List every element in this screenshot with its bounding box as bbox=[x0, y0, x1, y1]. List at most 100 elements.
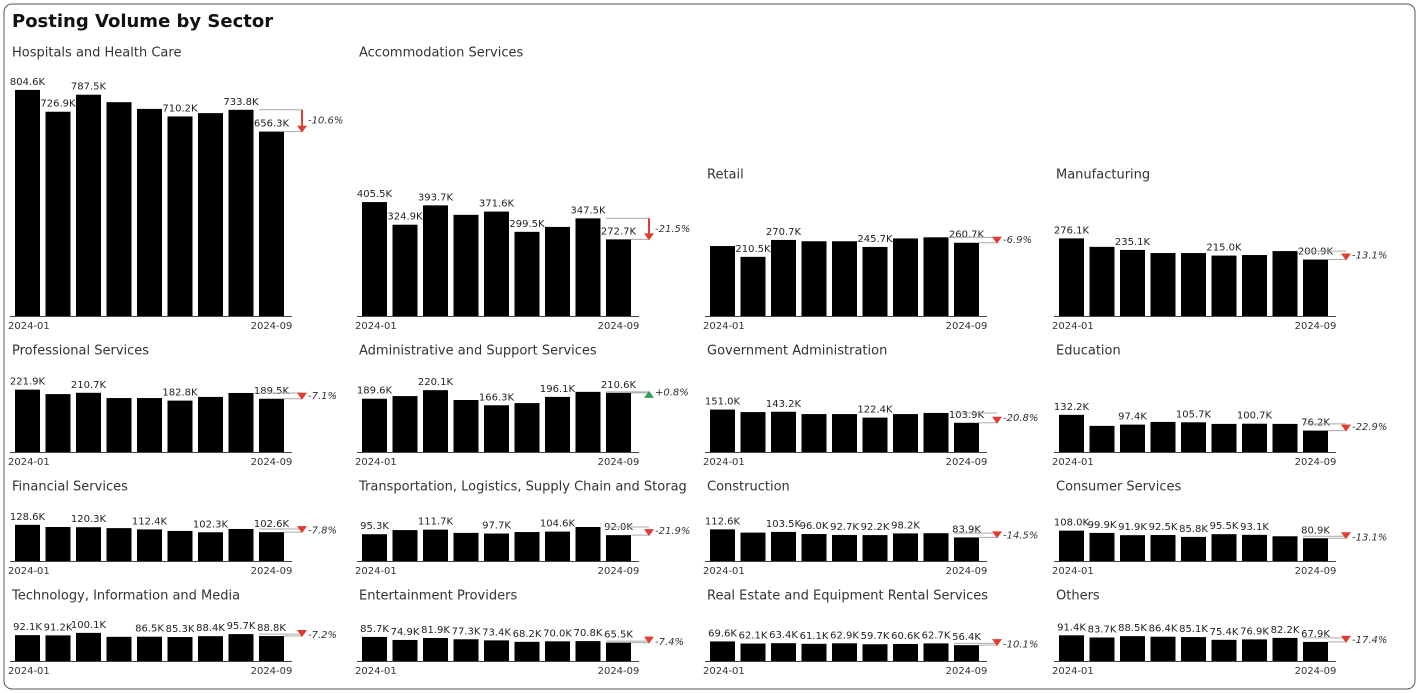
bar bbox=[514, 231, 540, 316]
x-tick-label: 2024-09 bbox=[946, 566, 988, 577]
value-label: 102.6K bbox=[254, 519, 290, 530]
bar bbox=[137, 108, 162, 316]
value-label: 196.1K bbox=[540, 384, 576, 395]
bar bbox=[1150, 636, 1176, 661]
change-arrow-head bbox=[644, 390, 654, 398]
value-label: 200.9K bbox=[1298, 247, 1334, 258]
bar bbox=[575, 526, 601, 561]
bar bbox=[862, 535, 888, 561]
change-arrow-head bbox=[1341, 424, 1351, 432]
bar bbox=[862, 246, 888, 316]
value-label: 83.9K bbox=[952, 524, 981, 535]
value-label: 120.3K bbox=[71, 514, 107, 525]
x-tick-label: 2024-09 bbox=[1295, 566, 1337, 577]
bar bbox=[392, 639, 418, 661]
panel-title: Hospitals and Health Care bbox=[12, 46, 181, 61]
value-label: 82.2K bbox=[1271, 625, 1300, 636]
change-arrow-head bbox=[1341, 635, 1351, 643]
value-label: 88.4K bbox=[196, 623, 225, 634]
bar bbox=[1272, 251, 1298, 316]
value-label: 91.4K bbox=[1057, 622, 1086, 633]
bar bbox=[1303, 641, 1328, 661]
value-label: 272.7K bbox=[601, 226, 637, 237]
bar bbox=[954, 422, 979, 452]
bar bbox=[167, 116, 193, 316]
x-tick-label: 2024-09 bbox=[598, 321, 640, 332]
value-label: 245.7K bbox=[857, 234, 893, 245]
value-label: 166.3K bbox=[479, 392, 515, 403]
value-label: 63.4K bbox=[769, 630, 798, 641]
value-label: 65.5K bbox=[604, 630, 633, 641]
bar bbox=[1150, 421, 1176, 452]
bar bbox=[606, 535, 631, 561]
bar bbox=[545, 226, 570, 316]
bar bbox=[423, 390, 448, 452]
bar bbox=[893, 533, 918, 561]
bar bbox=[1089, 425, 1115, 452]
value-label: 210.6K bbox=[601, 380, 637, 391]
value-label: 210.5K bbox=[735, 244, 771, 255]
bar bbox=[259, 636, 284, 661]
panel-title: Technology, Information and Media bbox=[11, 589, 240, 604]
change-label: -7.1% bbox=[308, 391, 337, 402]
bar bbox=[76, 392, 101, 452]
x-tick-label: 2024-09 bbox=[1295, 321, 1337, 332]
bar bbox=[392, 530, 418, 561]
value-label: 235.1K bbox=[1115, 237, 1151, 248]
bar bbox=[1089, 246, 1115, 316]
value-label: 95.3K bbox=[360, 521, 389, 532]
bar bbox=[106, 636, 132, 661]
value-label: 85.7K bbox=[360, 624, 389, 635]
value-label: 70.0K bbox=[543, 628, 572, 639]
change-arrow-head bbox=[644, 529, 654, 537]
value-label: 102.3K bbox=[193, 519, 229, 530]
bar bbox=[545, 641, 570, 661]
bar bbox=[893, 414, 918, 452]
value-label: 99.9K bbox=[1088, 520, 1117, 531]
bar bbox=[545, 396, 570, 452]
bar bbox=[1272, 423, 1298, 452]
bar bbox=[514, 641, 540, 661]
value-label: 324.9K bbox=[387, 212, 423, 223]
value-label: 95.5K bbox=[1210, 521, 1239, 532]
bar bbox=[771, 643, 796, 661]
x-tick-label: 2024-01 bbox=[703, 321, 745, 332]
change-label: -20.8% bbox=[1003, 413, 1038, 424]
x-tick-label: 2024-01 bbox=[1052, 321, 1094, 332]
bar bbox=[1181, 253, 1206, 316]
bar bbox=[514, 403, 540, 452]
value-label: 128.6K bbox=[10, 512, 46, 523]
x-tick-label: 2024-09 bbox=[946, 457, 988, 468]
bar bbox=[832, 534, 857, 561]
value-label: 76.9K bbox=[1240, 626, 1269, 637]
bar bbox=[76, 527, 101, 561]
panel-title: Education bbox=[1056, 344, 1121, 359]
value-label: 92.1K bbox=[13, 622, 42, 633]
change-arrow-head bbox=[297, 526, 307, 534]
bar bbox=[801, 643, 827, 661]
bar bbox=[740, 643, 766, 661]
value-label: 122.4K bbox=[857, 405, 893, 416]
bar bbox=[1242, 534, 1267, 561]
value-label: 112.4K bbox=[132, 516, 168, 527]
bar bbox=[137, 529, 162, 561]
x-tick-label: 2024-09 bbox=[251, 321, 293, 332]
bar bbox=[1303, 538, 1328, 561]
x-tick-label: 2024-01 bbox=[8, 457, 50, 468]
x-tick-label: 2024-01 bbox=[703, 666, 745, 677]
value-label: 69.6K bbox=[708, 628, 737, 639]
bar bbox=[228, 634, 254, 661]
value-label: 92.2K bbox=[861, 522, 890, 533]
bar bbox=[514, 532, 540, 561]
bar bbox=[228, 392, 254, 452]
x-tick-label: 2024-01 bbox=[8, 666, 50, 677]
value-label: 111.7K bbox=[418, 517, 454, 528]
value-label: 67.9K bbox=[1301, 629, 1330, 640]
bar bbox=[228, 109, 254, 316]
value-label: 726.9K bbox=[40, 99, 76, 110]
value-label: 62.7K bbox=[922, 630, 951, 641]
bar bbox=[137, 636, 162, 661]
value-label: 77.3K bbox=[452, 626, 481, 637]
value-label: 85.3K bbox=[166, 624, 195, 635]
